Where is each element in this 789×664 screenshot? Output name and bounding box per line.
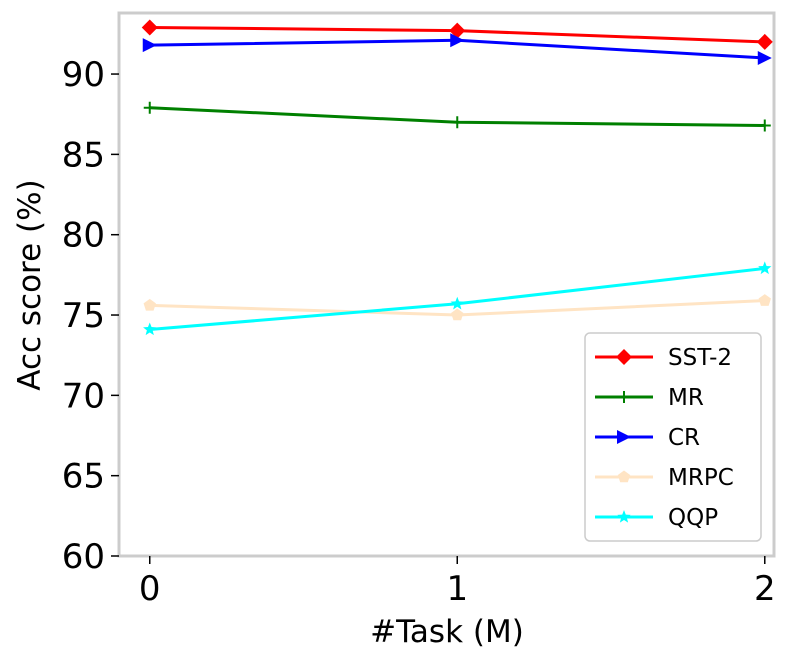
y-tick-label: 75 [62,296,105,336]
legend-marker [617,510,631,523]
legend-item-qqp: QQP [595,505,718,531]
legend-item-mrpc: MRPC [595,465,734,491]
y-tick-label: 80 [62,216,105,256]
x-tick-label: 0 [139,569,161,609]
data-point-sst-2 [449,22,466,39]
legend-marker [617,430,631,444]
y-tick-label: 90 [62,55,105,95]
series-qqp [143,261,772,336]
series-mrpc [143,294,771,321]
legend: SST-2 MR CR MRPC QQP [584,332,762,542]
data-point-mr [451,116,464,129]
legend-label: SST-2 [668,345,732,371]
legend-marker [618,391,630,403]
legend-label: MRPC [668,465,734,491]
series-cr [142,33,772,65]
legend-item-sst-2: SST-2 [595,345,732,371]
legend-label: MR [668,385,704,411]
legend-item-cr: CR [595,425,700,451]
data-point-sst-2 [141,19,158,36]
data-point-sst-2 [756,33,773,50]
legend-label: QQP [668,505,718,531]
data-point-mr [143,101,156,114]
series-mr [143,101,771,132]
data-point-mr [758,119,771,132]
y-tick-label: 60 [62,537,105,577]
plot-frame [117,11,776,558]
series-sst-2 [141,19,773,50]
legend-label: CR [668,425,700,451]
data-point-cr [757,50,772,65]
legend-item-mr: MR [595,385,704,411]
data-point-qqp [143,322,157,336]
y-axis-label: Acc score (%) [12,179,48,390]
x-axis-ticks: 0 1 2 [139,556,776,609]
x-tick-label: 2 [754,569,776,609]
legend-marker [616,349,632,365]
data-point-qqp [758,261,772,275]
x-tick-label: 1 [446,569,468,609]
data-point-mrpc [143,298,156,311]
data-point-cr [142,38,157,53]
data-point-qqp [450,296,464,310]
y-tick-label: 70 [62,376,105,416]
x-axis-label: #Task (M) [370,614,524,650]
data-point-mrpc [451,308,464,321]
y-axis-ticks: 60 65 70 75 80 85 90 [62,55,119,577]
legend-items: SST-2 MR CR MRPC QQP [595,345,734,531]
data-point-mrpc [758,294,771,306]
legend-marker [617,470,631,483]
y-tick-label: 65 [62,457,105,497]
data-point-cr [450,33,465,48]
legend-box [584,332,762,542]
series-layer [141,19,773,336]
y-tick-label: 85 [62,135,105,175]
